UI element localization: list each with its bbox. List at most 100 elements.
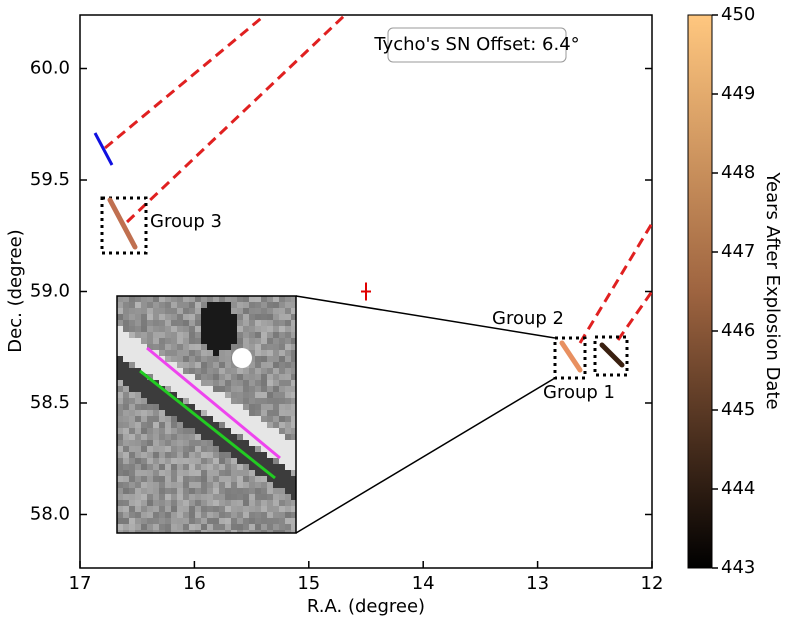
inset-pixel — [249, 386, 255, 392]
inset-pixel — [243, 326, 249, 332]
inset-pixel — [171, 452, 177, 458]
inset-pixel — [147, 356, 153, 362]
inset-pixel — [201, 476, 207, 482]
inset-pixel — [165, 452, 171, 458]
inset-pixel — [207, 434, 213, 440]
inset-pixel — [249, 446, 255, 452]
inset-pixel — [135, 362, 141, 368]
inset-pixel — [291, 422, 296, 428]
inset-pixel — [123, 482, 129, 488]
inset-pixel — [141, 308, 147, 314]
inset-pixel — [249, 302, 255, 308]
inset-pixel — [261, 368, 267, 374]
inset-pixel — [273, 524, 279, 530]
inset-pixel — [237, 302, 243, 308]
inset-pixel — [153, 506, 159, 512]
inset-pixel — [225, 434, 231, 440]
inset-pixel — [153, 482, 159, 488]
inset-pixel — [285, 314, 291, 320]
inset-pixel — [273, 422, 279, 428]
inset-pixel — [147, 482, 153, 488]
inset-pixel — [171, 374, 177, 380]
inset-pixel — [207, 410, 213, 416]
inset-pixel — [225, 404, 231, 410]
inset-pixel — [123, 386, 129, 392]
inset-pixel — [201, 452, 207, 458]
inset-pixel — [147, 446, 153, 452]
inset-pixel — [153, 440, 159, 446]
inset-pixel — [201, 458, 207, 464]
inset-pixel — [273, 368, 279, 374]
inset-pixel — [141, 416, 147, 422]
inset-pixel — [123, 494, 129, 500]
inset-blob — [232, 348, 252, 368]
inset-pixel — [189, 374, 195, 380]
inset-pixel — [255, 314, 261, 320]
inset-pixel — [219, 518, 225, 524]
inset-pixel — [177, 422, 183, 428]
inset-pixel — [225, 470, 231, 476]
inset-pixel — [117, 386, 123, 392]
inset-pixel — [201, 518, 207, 524]
inset-pixel — [153, 386, 159, 392]
inset-pixel — [141, 380, 147, 386]
inset-pixel — [243, 398, 249, 404]
inset-pixel — [261, 458, 267, 464]
inset-pixel — [291, 302, 296, 308]
inset-pixel — [291, 434, 296, 440]
inset-pixel — [285, 428, 291, 434]
inset-pixel — [261, 296, 267, 302]
inset-pixel — [171, 344, 177, 350]
inset-pixel — [285, 458, 291, 464]
inset-pixel — [147, 320, 153, 326]
inset-pixel — [291, 494, 296, 500]
inset-pixel — [213, 422, 219, 428]
inset-pixel — [135, 518, 141, 524]
y-tick-label: 58.0 — [30, 503, 70, 524]
inset-pixel — [291, 506, 296, 512]
inset-pixel — [117, 302, 123, 308]
inset-pixel — [177, 428, 183, 434]
inset-pixel — [123, 440, 129, 446]
inset-pixel — [153, 518, 159, 524]
inset-pixel — [243, 374, 249, 380]
inset-pixel — [141, 326, 147, 332]
inset-pixel — [231, 320, 237, 326]
inset-pixel — [153, 392, 159, 398]
inset-pixel — [261, 380, 267, 386]
inset-pixel — [249, 314, 255, 320]
inset-pixel — [273, 308, 279, 314]
inset-pixel — [165, 464, 171, 470]
inset-pixel — [261, 398, 267, 404]
inset-pixel — [177, 488, 183, 494]
inset-pixel — [225, 416, 231, 422]
inset-pixel — [177, 440, 183, 446]
inset-pixel — [129, 500, 135, 506]
inset-pixel — [255, 350, 261, 356]
inset-pixel — [267, 506, 273, 512]
inset-pixel — [129, 530, 135, 533]
inset-pixel — [189, 434, 195, 440]
y-tick-label: 58.5 — [30, 392, 70, 413]
inset-pixel — [249, 482, 255, 488]
inset-pixel — [261, 512, 267, 518]
inset-pixel — [213, 440, 219, 446]
inset-pixel — [249, 506, 255, 512]
inset-pixel — [267, 326, 273, 332]
inset-pixel — [117, 506, 123, 512]
inset-pixel — [135, 440, 141, 446]
inset-pixel — [135, 326, 141, 332]
inset-pixel — [201, 482, 207, 488]
inset-pixel — [213, 524, 219, 530]
inset-pixel — [183, 494, 189, 500]
inset-pixel — [243, 524, 249, 530]
inset-pixel — [171, 446, 177, 452]
inset-pixel — [291, 446, 296, 452]
inset-pixel — [267, 374, 273, 380]
inset-pixel — [195, 482, 201, 488]
inset-pixel — [255, 374, 261, 380]
inset-pixel — [285, 356, 291, 362]
inset-pixel — [219, 506, 225, 512]
inset-pixel — [195, 380, 201, 386]
inset-pixel — [219, 476, 225, 482]
